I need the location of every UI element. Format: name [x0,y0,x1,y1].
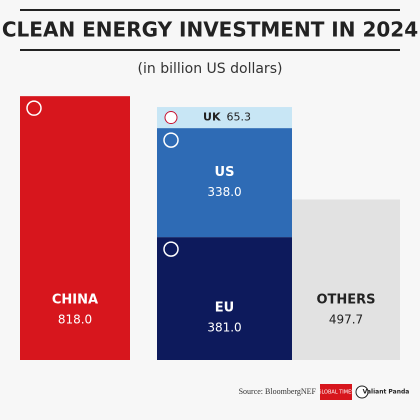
flag [26,100,42,116]
panda-icon [355,385,369,399]
bar-segment [157,128,292,238]
logo: GLOBAL TIMES [318,390,355,396]
value-label: 381.0 [207,321,241,335]
flag [164,111,178,125]
segment-label: CHINA [52,293,98,308]
chart-subtitle: (in billion US dollars) [138,61,283,77]
segment-label: EU [215,301,234,316]
segment-label: OTHERS [316,293,375,308]
value-label: 497.7 [329,313,363,327]
bar-segment [292,199,400,360]
bar-segment [157,237,292,360]
bar-segment [157,107,292,129]
flag [163,241,179,257]
segment-label: US [215,165,235,180]
logo-box [320,384,352,400]
flag [163,132,179,148]
segment-label: UK [203,111,221,124]
logo: Valiant Panda [363,389,410,396]
value-label: 818.0 [58,313,92,327]
value-label: 338.0 [207,185,241,199]
bar-segment [20,96,130,361]
chart-title: CLEAN ENERGY INVESTMENT IN 2024 [2,18,418,42]
value-label: 65.3 [227,111,252,124]
source: Source: BloombergNEF [239,387,317,396]
